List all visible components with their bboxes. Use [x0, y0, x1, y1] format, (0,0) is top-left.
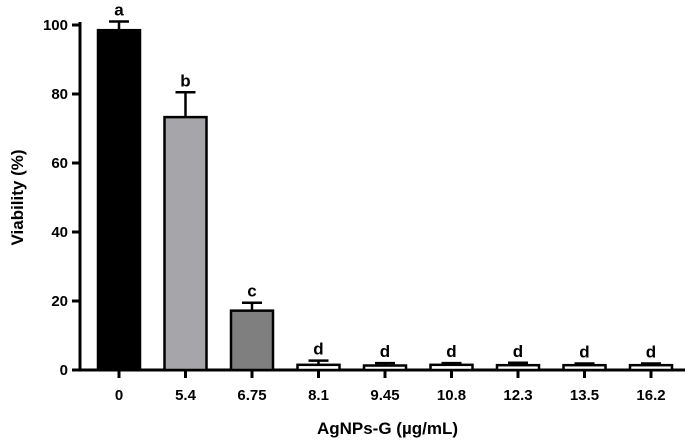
- x-tick-label: 13.5: [570, 387, 599, 404]
- x-axis-title: AgNPs-G (µg/mL): [317, 419, 458, 438]
- significance-letter: d: [313, 340, 323, 359]
- x-tick-label: 5.4: [175, 387, 197, 404]
- x-tick-label: 16.2: [636, 387, 665, 404]
- bar: [429, 363, 474, 372]
- x-tick-label: 6.75: [237, 387, 266, 404]
- bars: [96, 28, 674, 372]
- significance-letter: d: [513, 342, 523, 361]
- significance-letter: d: [646, 342, 656, 361]
- y-tick-label: 0: [60, 362, 68, 379]
- y-tick-label: 40: [51, 224, 68, 241]
- bar: [163, 115, 208, 372]
- y-tick-label: 80: [51, 86, 68, 103]
- y-tick-label: 100: [43, 17, 68, 34]
- bar: [229, 309, 275, 372]
- x-tick-label: 0: [115, 387, 123, 404]
- x-tick-label: 12.3: [503, 387, 532, 404]
- y-axis-title: Viability (%): [8, 149, 27, 245]
- significance-letters: a b c d d d d d d: [114, 1, 656, 362]
- x-tick-label: 10.8: [437, 387, 466, 404]
- significance-letter: a: [114, 1, 124, 20]
- bar: [362, 364, 408, 372]
- significance-letter: d: [579, 342, 589, 361]
- error-bars: [109, 20, 661, 366]
- x-tick-label: 9.45: [370, 387, 399, 404]
- x-tick-label: 8.1: [308, 387, 329, 404]
- significance-letter: d: [380, 342, 390, 361]
- bar: [628, 363, 674, 372]
- significance-letter: d: [446, 342, 456, 361]
- y-tick-label: 20: [51, 293, 68, 310]
- y-axis: 0 20 40 60 80 100: [43, 17, 82, 379]
- bar: [296, 363, 341, 372]
- significance-letter: c: [247, 282, 256, 301]
- bar: [96, 28, 142, 372]
- bar: [495, 363, 541, 372]
- x-axis: 0 5.4 6.75 8.1 9.45 10.8 12.3 13.5 16.2: [78, 368, 685, 404]
- bar: [562, 363, 607, 372]
- y-tick-label: 60: [51, 155, 68, 172]
- significance-letter: b: [180, 71, 190, 90]
